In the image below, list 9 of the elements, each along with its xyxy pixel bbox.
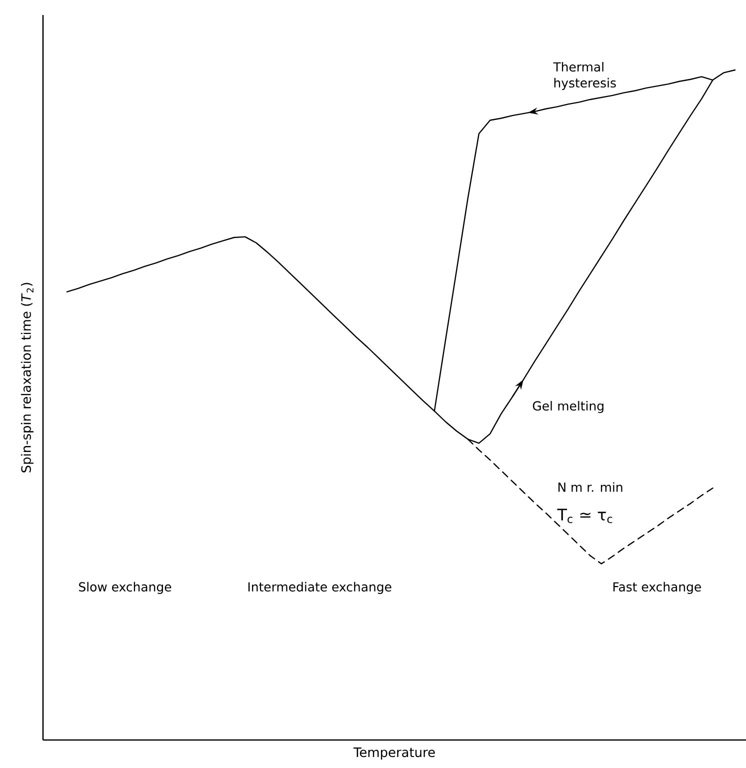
y-axis-title: Spin-spin relaxation time (T$_{2}$) [20,282,34,472]
annotation: Intermediate exchange [248,582,392,594]
annotation: Fast exchange [613,582,701,594]
annotation: Slow exchange [79,582,172,594]
annotation: N m r. min [558,482,622,492]
annotation: Thermal hysteresis [553,62,616,90]
annotation: T$_{c}$ ≃ τ$_{c}$ [557,508,612,524]
annotation: Gel melting [532,400,604,414]
x-axis-title: Temperature [353,748,435,760]
